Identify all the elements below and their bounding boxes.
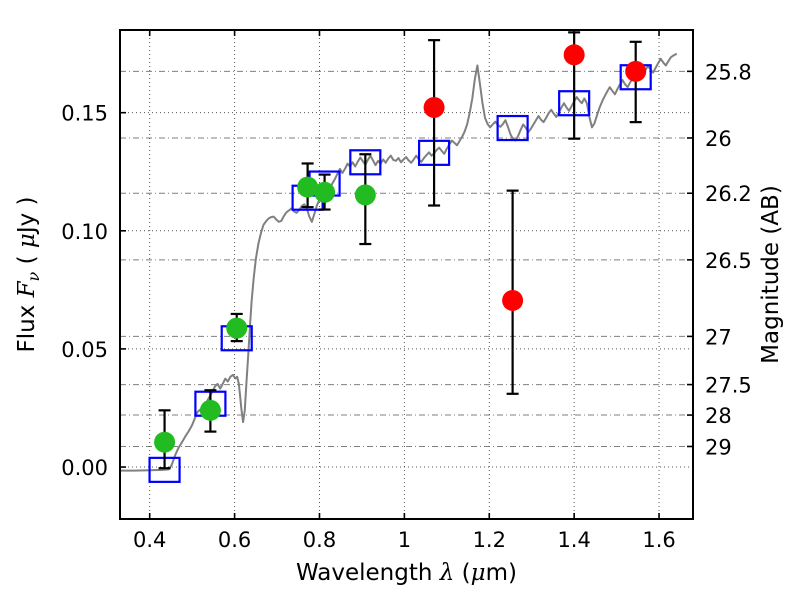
- ytick-label-3: 0.15: [61, 102, 108, 126]
- y2-axis-title: Magnitude (AB): [758, 185, 784, 364]
- y2tick-label-5: 27.5: [705, 374, 752, 398]
- data-point-marker: [502, 289, 524, 311]
- xtick-label-1: 0.6: [218, 528, 251, 552]
- ytick-label-0: 0.00: [61, 456, 108, 480]
- y2tick-label-2: 26.2: [705, 182, 752, 206]
- model-square-marker: [496, 114, 529, 142]
- x-axis-title: Wavelength λ (μm): [296, 560, 517, 586]
- xtick-label-5: 1.4: [557, 528, 590, 552]
- y2tick-label-6: 28: [705, 404, 732, 428]
- data-point-marker: [199, 399, 221, 421]
- y2tick-label-4: 27: [705, 325, 732, 349]
- data-point-marker: [314, 181, 336, 203]
- plot-frame: [119, 29, 694, 520]
- data-point-marker: [563, 44, 585, 66]
- data-point-marker: [423, 96, 445, 118]
- ytick-label-1: 0.05: [61, 338, 108, 362]
- xtick-label-3: 1: [398, 528, 411, 552]
- data-layer: [148, 31, 652, 483]
- series-points-1: [154, 176, 376, 453]
- data-point-marker: [154, 431, 176, 453]
- data-point-marker: [297, 176, 319, 198]
- xtick-label-4: 1.2: [473, 528, 506, 552]
- data-point-marker: [625, 60, 647, 82]
- y2tick-label-7: 29: [705, 435, 732, 459]
- y2tick-label-3: 26.5: [705, 249, 752, 273]
- axis-ticks: 0.4 0.6 0.8 1 1.2 1.4 1.6 0.00 0.05 0.10 0.15 25.8 2…: [61, 30, 752, 552]
- y-axis-title: Flux Fν ( μJy ): [14, 196, 43, 352]
- data-point-marker: [354, 184, 376, 206]
- y2tick-label-1: 26: [705, 127, 732, 151]
- xtick-label-6: 1.6: [642, 528, 675, 552]
- ytick-label-2: 0.10: [61, 220, 108, 244]
- xtick-label-0: 0.4: [133, 528, 166, 552]
- series-points-0: [423, 44, 647, 311]
- y2tick-label-0: 25.8: [705, 60, 752, 84]
- plot-background: [120, 30, 693, 519]
- data-point-marker: [226, 317, 248, 339]
- xtick-label-2: 0.8: [303, 528, 336, 552]
